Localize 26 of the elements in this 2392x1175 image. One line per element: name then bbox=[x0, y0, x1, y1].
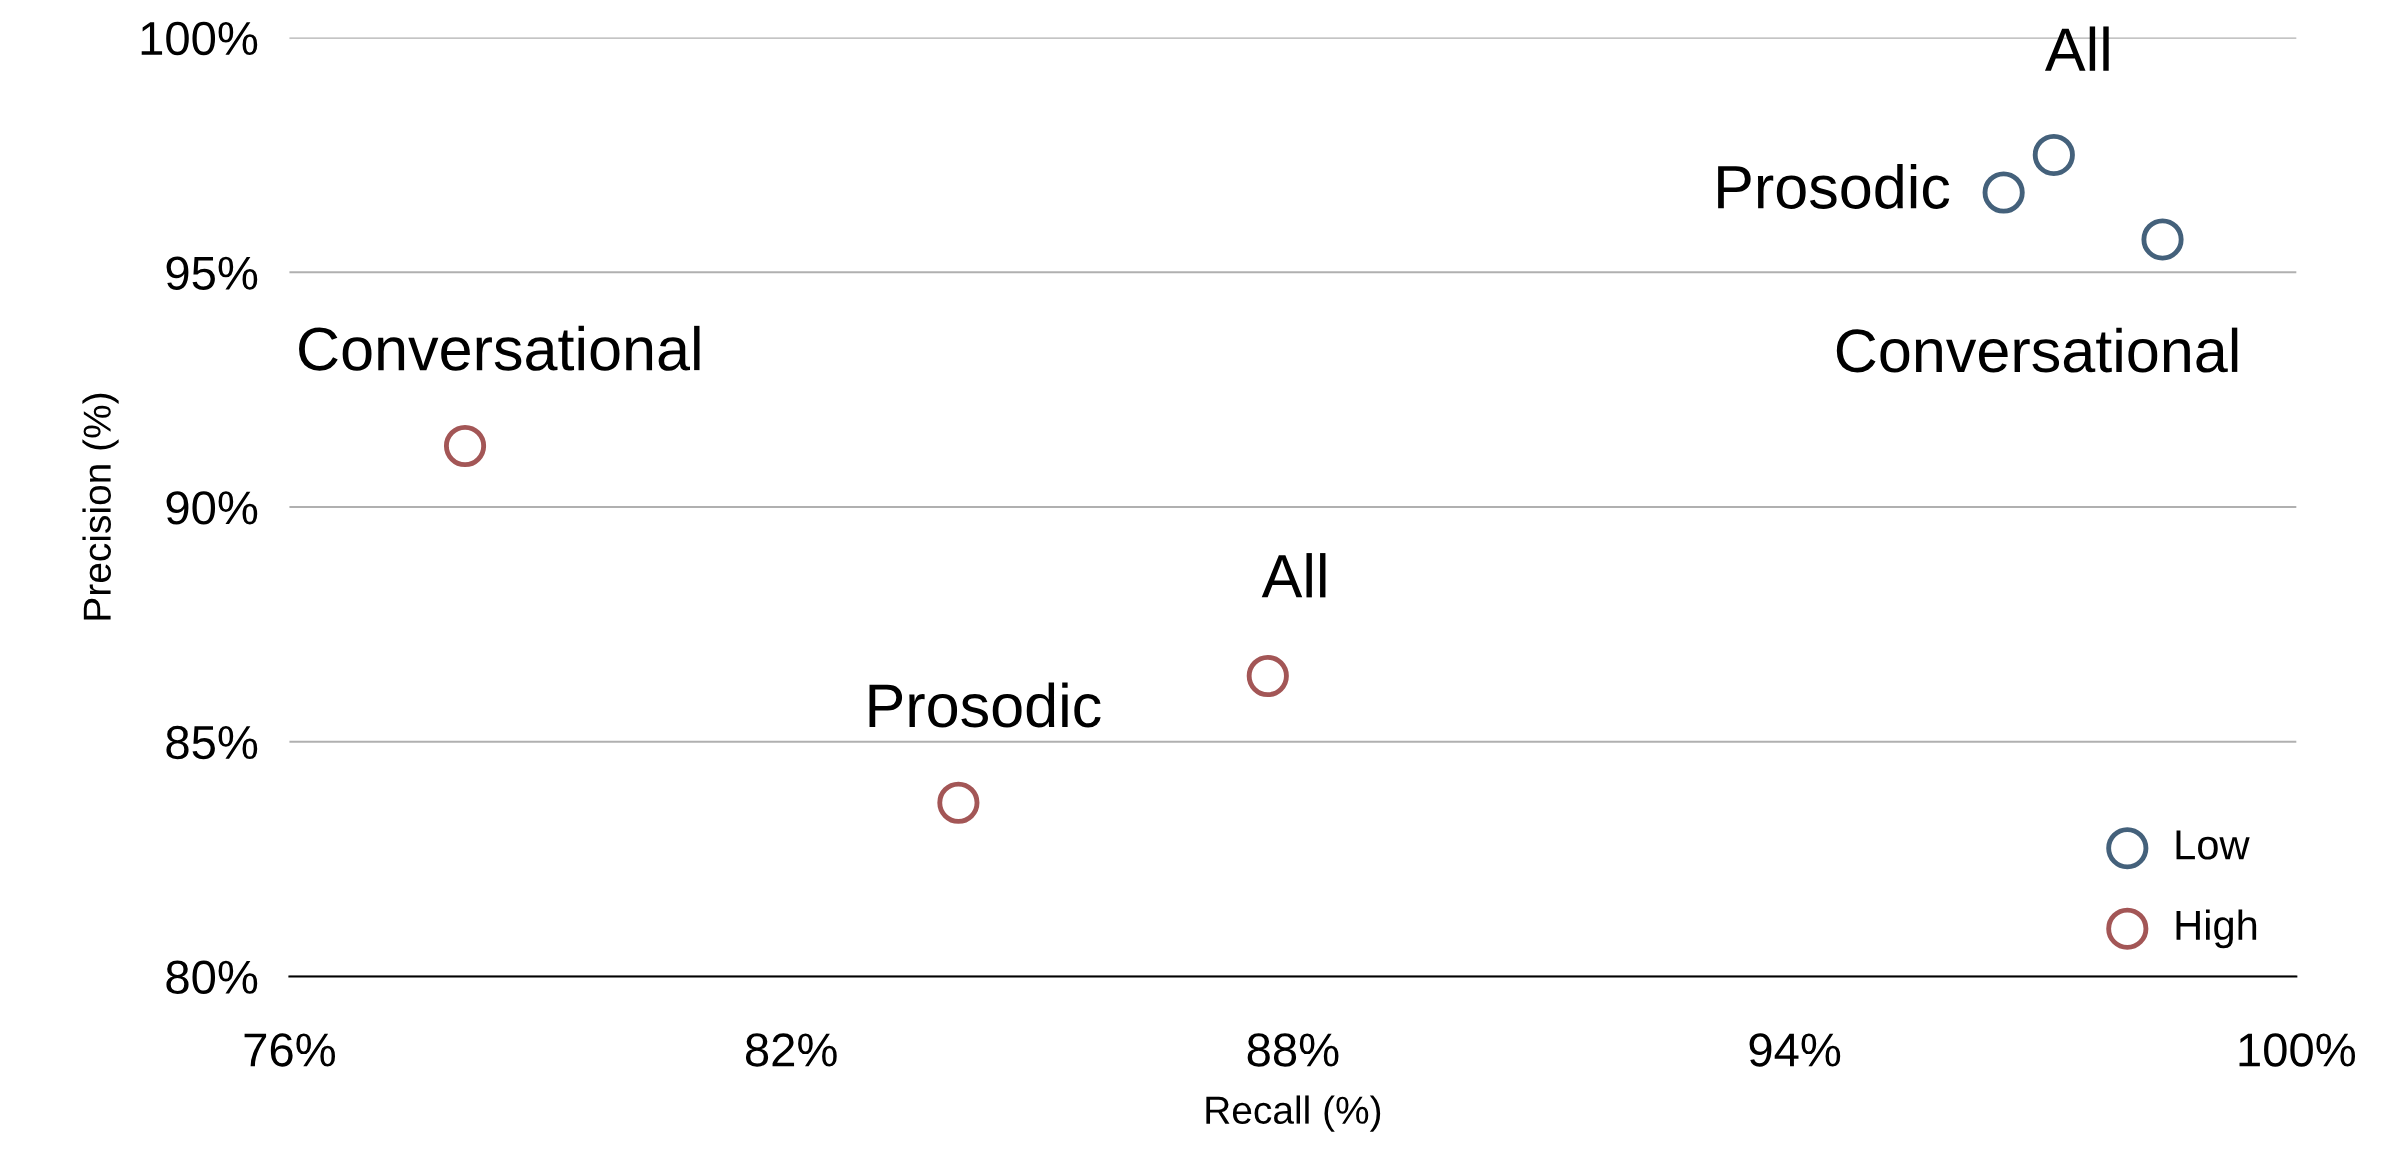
point bbox=[1982, 171, 2025, 214]
point bbox=[937, 781, 980, 824]
x-tick-label: 100% bbox=[2239, 1033, 2356, 1067]
x-tick-label: 88% bbox=[1247, 1033, 1339, 1067]
y-tick-label: 85% bbox=[166, 725, 258, 760]
y-tick-label: 95% bbox=[166, 256, 258, 290]
x-axis-title: Recall (%) bbox=[1206, 1095, 1381, 1132]
annotation: All bbox=[2044, 26, 2109, 71]
annotation: Conversational bbox=[299, 325, 700, 371]
point bbox=[1246, 654, 1289, 698]
annotation: All bbox=[1261, 553, 1326, 598]
y-tick-label: 80% bbox=[166, 960, 258, 994]
annotation: Prosodic bbox=[1718, 164, 1950, 209]
x-tick-label: 76% bbox=[244, 1033, 336, 1067]
legend-label: Low bbox=[2176, 830, 2250, 860]
y-tick-label: 100% bbox=[141, 21, 258, 56]
annotation: Prosodic bbox=[869, 682, 1101, 728]
y-tick-label: 90% bbox=[166, 491, 258, 525]
x-tick-label: 94% bbox=[1749, 1033, 1841, 1067]
point bbox=[443, 424, 487, 468]
point bbox=[2032, 133, 2075, 177]
annotation: Conversational bbox=[1836, 327, 2238, 373]
legend-label: High bbox=[2176, 909, 2257, 949]
x-tick-label: 82% bbox=[745, 1033, 837, 1067]
y-axis-title: Precision (%) bbox=[82, 393, 119, 620]
point bbox=[2141, 218, 2184, 261]
